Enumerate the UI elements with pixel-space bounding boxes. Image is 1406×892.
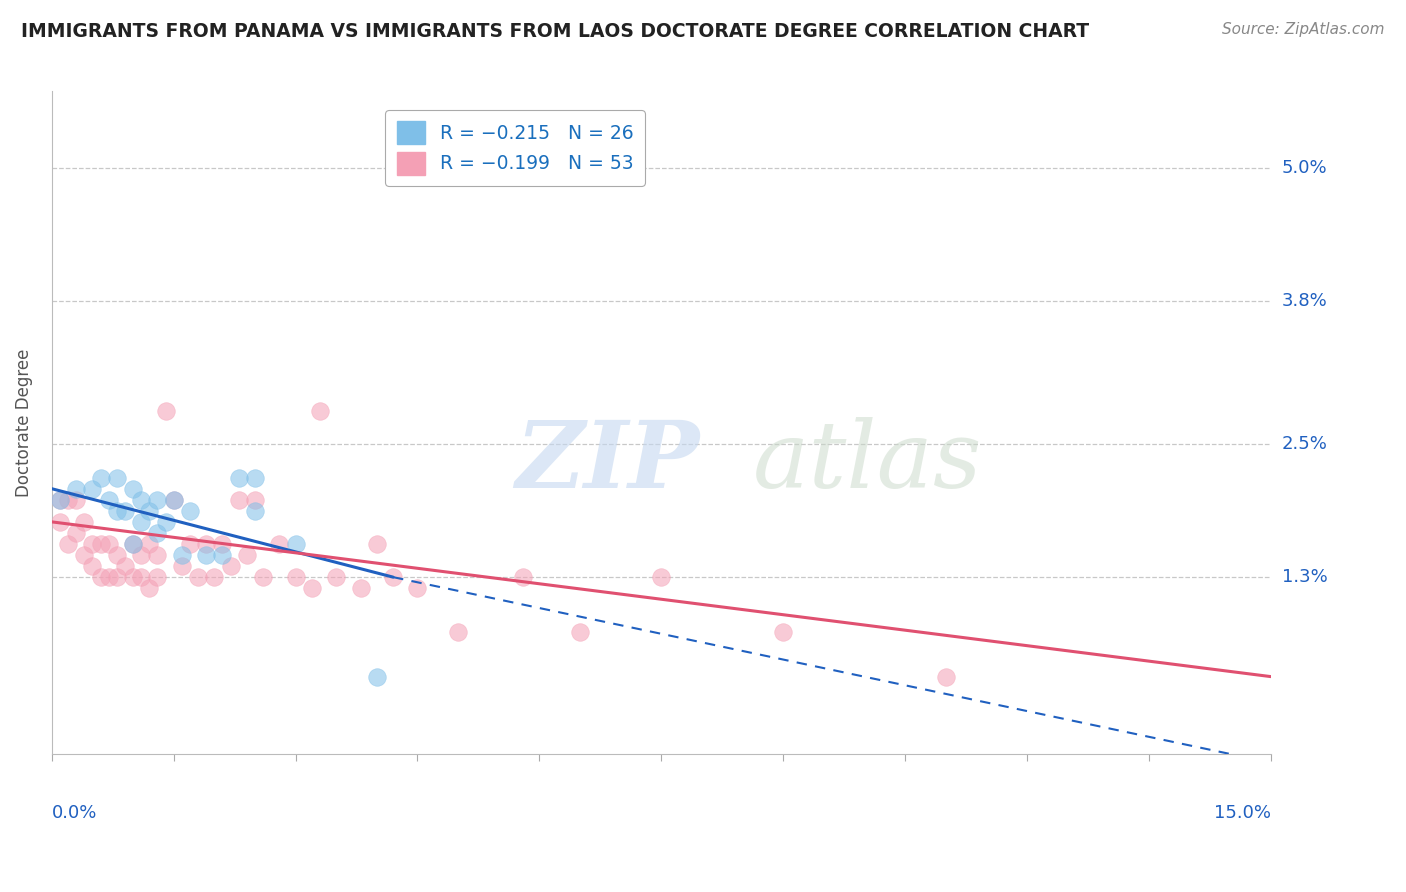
Text: IMMIGRANTS FROM PANAMA VS IMMIGRANTS FROM LAOS DOCTORATE DEGREE CORRELATION CHAR: IMMIGRANTS FROM PANAMA VS IMMIGRANTS FRO… [21, 22, 1090, 41]
Point [97, 570, 120, 584]
Point [122, 537, 145, 551]
Point [650, 570, 672, 584]
Point [301, 581, 323, 595]
Point [349, 581, 371, 595]
Point [512, 570, 534, 584]
Point [105, 470, 128, 484]
Point [56, 492, 79, 507]
Text: 2.5%: 2.5% [1282, 435, 1327, 453]
Point [243, 504, 266, 518]
Point [89, 537, 111, 551]
Point [284, 537, 307, 551]
Point [89, 470, 111, 484]
Point [122, 482, 145, 496]
Point [155, 404, 177, 418]
Point [89, 570, 111, 584]
Text: ZIP: ZIP [515, 417, 699, 508]
Point [382, 570, 405, 584]
Point [82, 537, 104, 551]
Point [129, 570, 152, 584]
Point [49, 492, 72, 507]
Point [179, 537, 201, 551]
Point [122, 537, 145, 551]
Point [49, 515, 72, 529]
Point [82, 482, 104, 496]
Point [406, 581, 429, 595]
Point [447, 625, 470, 640]
Text: 0.0%: 0.0% [52, 804, 97, 822]
Point [155, 515, 177, 529]
Y-axis label: Doctorate Degree: Doctorate Degree [15, 348, 32, 497]
Point [284, 570, 307, 584]
Point [179, 504, 201, 518]
Point [366, 537, 388, 551]
Point [187, 570, 209, 584]
Point [138, 537, 160, 551]
Point [325, 570, 347, 584]
Point [170, 548, 193, 562]
Point [65, 492, 87, 507]
Point [772, 625, 794, 640]
Point [146, 570, 169, 584]
Text: Source: ZipAtlas.com: Source: ZipAtlas.com [1222, 22, 1385, 37]
Point [228, 492, 250, 507]
Point [163, 492, 186, 507]
Point [97, 537, 120, 551]
Point [195, 548, 218, 562]
Point [202, 570, 225, 584]
Point [309, 404, 332, 418]
Point [65, 482, 87, 496]
Point [129, 548, 152, 562]
Point [228, 470, 250, 484]
Point [114, 504, 136, 518]
Point [163, 492, 186, 507]
Text: 5.0%: 5.0% [1282, 159, 1327, 178]
Point [129, 492, 152, 507]
Point [243, 492, 266, 507]
Point [211, 548, 233, 562]
Point [114, 559, 136, 574]
Point [146, 492, 169, 507]
Point [122, 570, 145, 584]
Point [138, 504, 160, 518]
Point [252, 570, 274, 584]
Point [569, 625, 592, 640]
Point [146, 525, 169, 540]
Point [935, 670, 957, 684]
Text: 15.0%: 15.0% [1213, 804, 1271, 822]
Point [195, 537, 218, 551]
Point [170, 559, 193, 574]
Point [219, 559, 242, 574]
Point [105, 570, 128, 584]
Point [129, 515, 152, 529]
Point [65, 525, 87, 540]
Point [49, 492, 72, 507]
Point [138, 581, 160, 595]
Point [97, 492, 120, 507]
Point [73, 548, 96, 562]
Point [211, 537, 233, 551]
Point [236, 548, 259, 562]
Text: 3.8%: 3.8% [1282, 292, 1327, 310]
Point [243, 470, 266, 484]
Point [146, 548, 169, 562]
Text: atlas: atlas [752, 417, 983, 508]
Point [269, 537, 291, 551]
Point [105, 504, 128, 518]
Legend: R = −0.215   N = 26, R = −0.199   N = 53: R = −0.215 N = 26, R = −0.199 N = 53 [385, 110, 644, 186]
Point [82, 559, 104, 574]
Point [56, 537, 79, 551]
Point [105, 548, 128, 562]
Point [366, 670, 388, 684]
Text: 1.3%: 1.3% [1282, 568, 1327, 586]
Point [73, 515, 96, 529]
